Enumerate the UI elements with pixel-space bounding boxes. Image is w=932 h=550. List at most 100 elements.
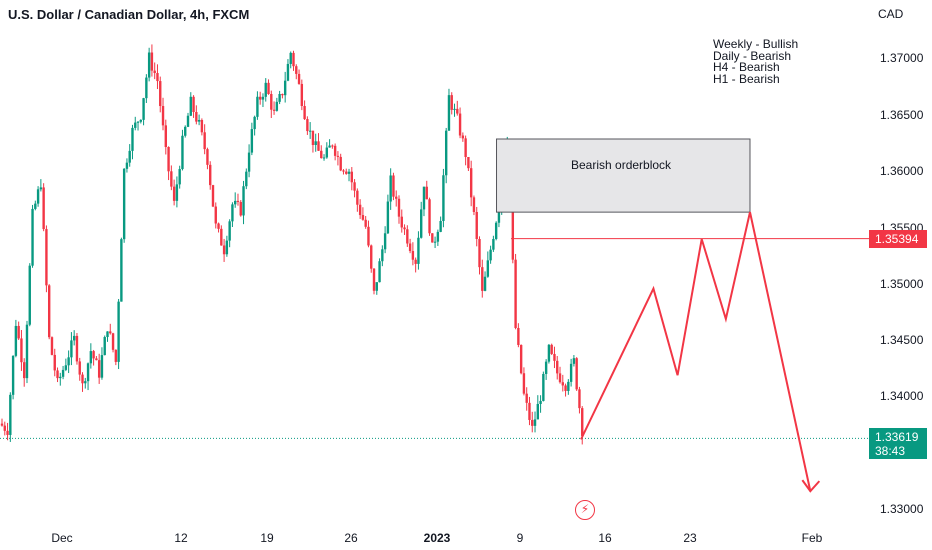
candle-body [483,276,487,291]
current-price-value: 1.33619 [875,430,919,444]
candle-body [245,171,248,187]
candle-body [314,141,317,145]
candle-body [528,402,531,420]
candle-body [519,344,523,374]
bias-notes: Weekly - Bullish Daily - Bearish H4 - Be… [713,38,798,85]
candle-body [395,196,398,199]
candle-body [414,259,417,264]
candle-body [428,199,431,234]
candle-body [175,184,179,201]
candle-body [6,430,9,435]
y-tick-label: 1.35000 [880,277,924,291]
y-tick-label: 1.34500 [880,333,924,347]
y-tick-label: 1.37000 [880,51,924,65]
candle-body [145,77,148,99]
candle-body [389,175,392,202]
x-tick-label: 12 [174,531,188,545]
candle-body [225,240,229,255]
candle-body [20,338,23,363]
candle-body [564,385,567,391]
candle-body [195,111,198,122]
candle-body [408,243,412,252]
candle-body [442,175,445,221]
candle-body [253,116,256,130]
candle-body [411,251,415,260]
candle-body [78,361,81,375]
candle-body [469,168,473,198]
candle-body [478,238,481,268]
candle-body [56,370,59,379]
candle-body [203,132,206,150]
candle-body [184,126,187,136]
candle-body [39,187,43,190]
current-price-tag: 1.33619 38:43 [869,428,927,459]
x-tick-label: 16 [598,531,612,545]
bar-countdown: 38:43 [875,444,906,458]
candle-body [264,82,267,97]
projection-path[interactable] [580,211,812,492]
candle-body [517,327,520,345]
candle-body [59,376,62,379]
candle-body [381,249,384,262]
candle-body [214,206,217,224]
candle-body [367,226,370,246]
candle-body [181,135,184,170]
candle-body [358,204,362,216]
candle-body [11,355,15,395]
candle-body [0,423,4,426]
candle-body [161,106,165,126]
candle-body [97,360,101,378]
candle-body [514,259,517,328]
candle-body [403,227,406,230]
candle-body [234,200,237,205]
candle-body [136,121,140,123]
candle-body [364,219,367,227]
candle-body [239,201,242,216]
candle-body [278,94,281,102]
candle-body [106,331,109,338]
lightning-icon[interactable]: ⚡ [575,500,595,520]
candle-body [547,344,551,362]
x-tick-label: Dec [51,531,73,545]
candle-body [186,115,190,127]
candle-body [325,147,329,158]
chart-title: U.S. Dollar / Canadian Dollar, 4h, FXCM [8,7,250,22]
candle-body [109,331,112,334]
candle-body [458,113,462,136]
candle-body [170,171,173,187]
candle-body [261,96,265,100]
candle-body [417,237,420,264]
candle-body [34,203,37,209]
candle-body [456,108,459,114]
candle-body [453,108,456,110]
candle-body [550,344,553,354]
candle-body [117,301,120,362]
candle-body [231,204,234,222]
y-tick-label: 1.33000 [880,502,924,516]
candle-body [569,363,573,382]
candle-body [84,381,87,384]
candle-body [372,268,376,291]
candle-body [386,201,390,234]
candle-body [147,52,151,78]
candle-body [72,335,76,341]
candle-body [306,119,309,132]
candle-body [61,369,65,377]
projection-arrowhead [801,479,821,493]
candle-body [222,245,226,255]
candle-body [425,186,428,200]
candle-body [567,381,570,391]
candle-body [320,150,323,159]
orderblock-box[interactable] [496,138,751,213]
candle-body [531,419,534,426]
candle-body [150,52,154,71]
candle-body [42,187,45,230]
candle-body [200,119,204,133]
candle-body [122,168,126,240]
candle-body [103,337,106,356]
candle-body [95,358,98,361]
candle-body [81,374,84,384]
candle-body [447,95,451,131]
candle-body [303,105,306,120]
